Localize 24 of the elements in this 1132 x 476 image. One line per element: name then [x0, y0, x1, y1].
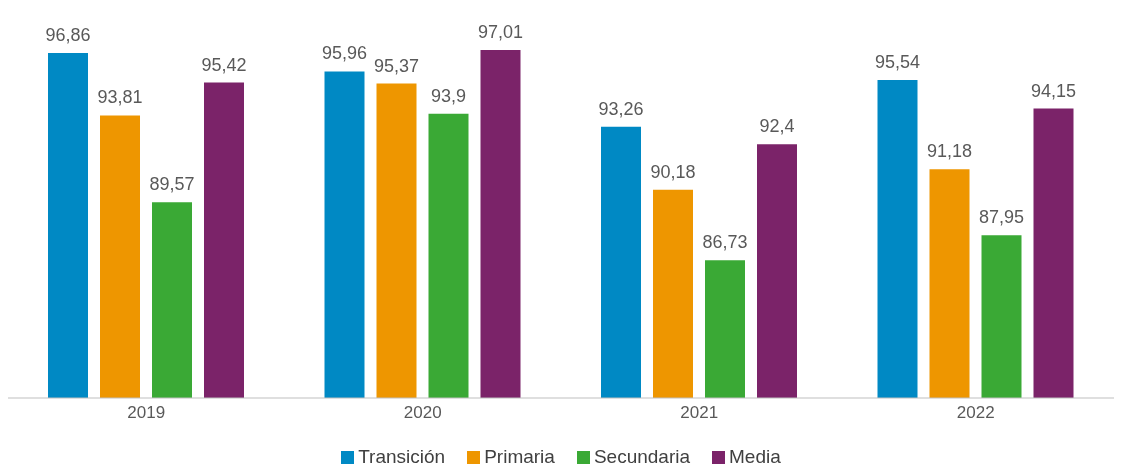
x-tick-label: 2021 [680, 403, 719, 423]
data-label: 87,95 [978, 207, 1025, 228]
legend-label: Media [728, 446, 781, 468]
data-label: 93,81 [97, 87, 143, 108]
x-tick-label: 2019 [127, 403, 166, 423]
data-label: 97,01 [477, 22, 524, 42]
legend-label: Primaria [483, 446, 555, 468]
data-label: 90,18 [650, 161, 696, 182]
data-label: 93,26 [598, 98, 644, 119]
x-tick-label: 2020 [403, 403, 442, 423]
data-label: 95,37 [373, 55, 420, 76]
data-label: 89,57 [149, 174, 195, 195]
data-label: 92,4 [759, 116, 795, 137]
data-label: 95,96 [321, 43, 368, 64]
data-label: 95,54 [874, 52, 921, 73]
x-tick-label: 2022 [956, 403, 995, 423]
data-label: 95,42 [201, 54, 247, 75]
legend-label: Transición [357, 446, 446, 468]
data-label: 96,86 [45, 25, 91, 46]
data-label: 86,73 [702, 232, 748, 253]
data-label: 91,18 [926, 141, 973, 162]
data-label: 94,15 [1030, 80, 1077, 101]
legend-label: Secundaria [592, 446, 691, 468]
data-label: 93,9 [430, 85, 467, 106]
